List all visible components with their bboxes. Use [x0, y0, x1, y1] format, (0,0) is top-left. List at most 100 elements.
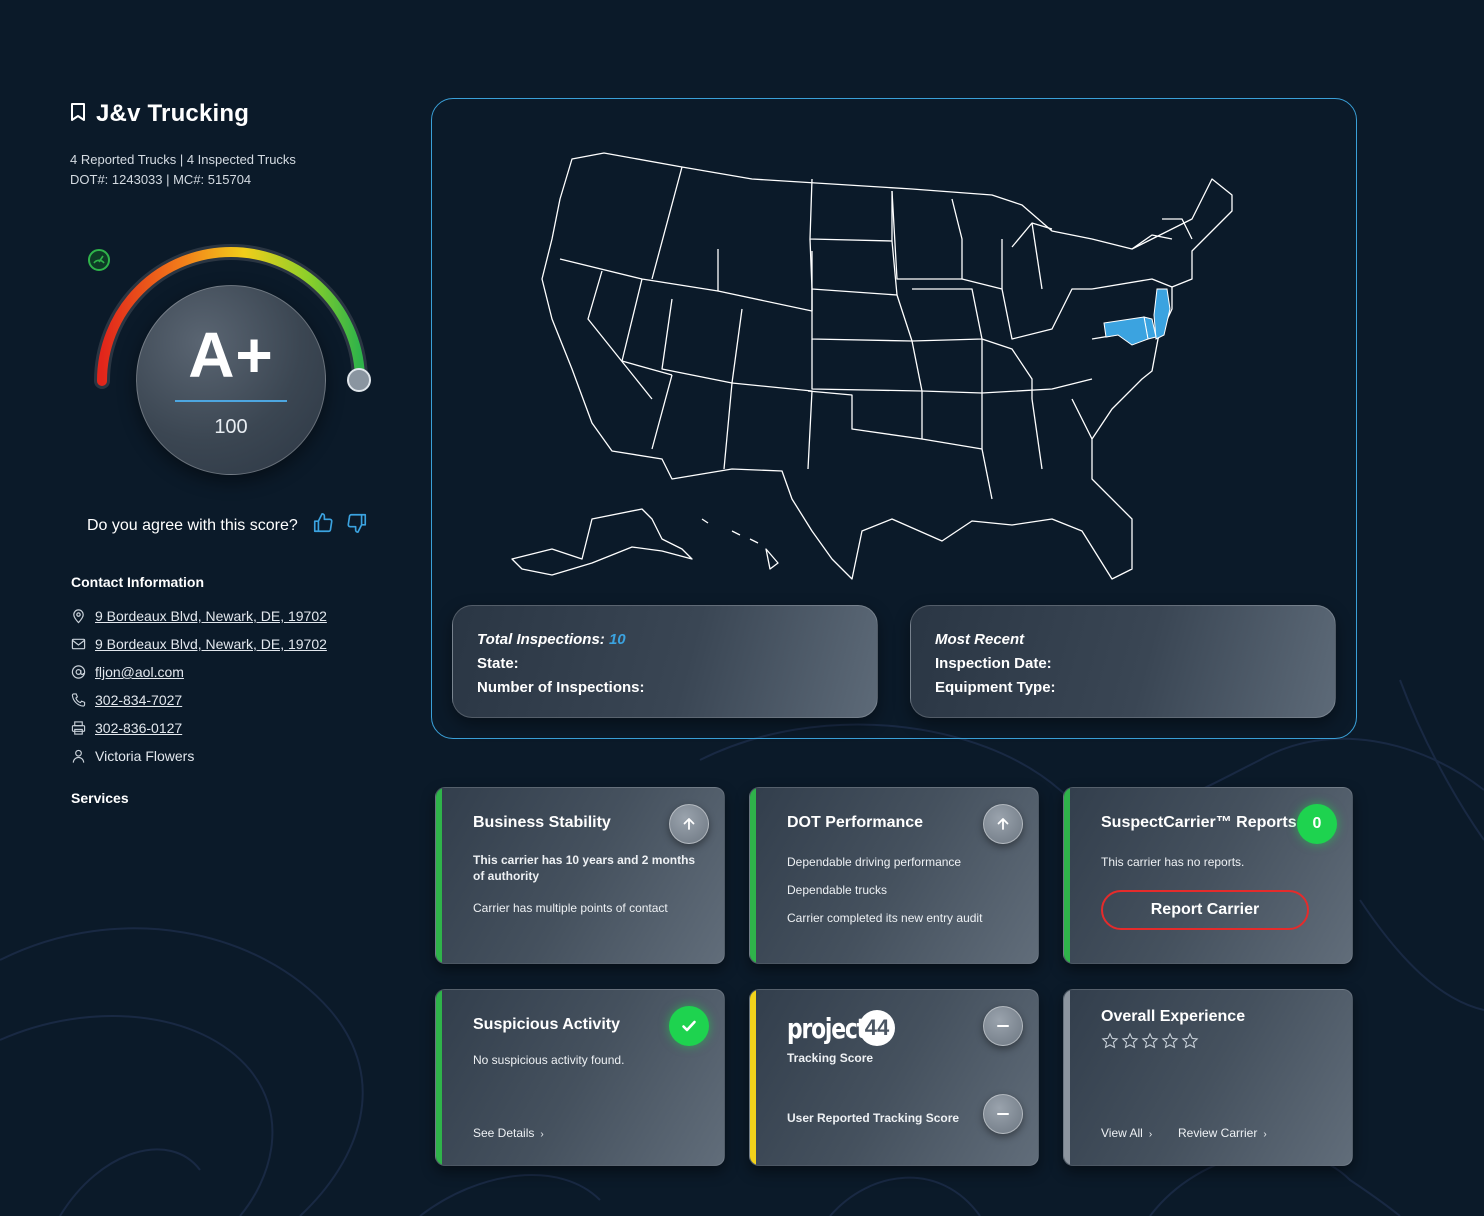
at-sign-icon [71, 665, 86, 679]
most-recent-card: Most Recent Inspection Date: Equipment T… [910, 605, 1336, 718]
company-header: J&v Trucking 4 Reported Trucks | 4 Inspe… [70, 100, 400, 190]
minus-icon [997, 1025, 1009, 1027]
status-bar [436, 788, 442, 963]
contact-heading: Contact Information [71, 574, 204, 590]
contact-address[interactable]: 9 Bordeaux Blvd, Newark, DE, 19702 [71, 602, 401, 630]
contact-points-text: Carrier has multiple points of contact [473, 901, 668, 915]
contact-email[interactable]: fljon@aol.com [71, 658, 401, 686]
state-nj [1153, 288, 1171, 340]
minus-icon [997, 1113, 1009, 1115]
contact-person: Victoria Flowers [71, 742, 401, 770]
tracking-score-label: Tracking Score [787, 1051, 874, 1065]
view-all-label[interactable]: View All [1101, 1126, 1143, 1140]
expand-button[interactable] [669, 804, 709, 844]
audit-text: Carrier completed its new entry audit [787, 911, 983, 925]
activity-text: No suspicious activity found. [473, 1053, 625, 1067]
us-outline [541, 152, 1233, 580]
business-stability-card: Business Stability This carrier has 10 y… [435, 787, 725, 964]
inspection-date-label: Inspection Date: [935, 655, 1052, 672]
equipment-type-label: Equipment Type: [935, 679, 1056, 696]
speedometer-icon [88, 249, 110, 271]
total-inspections-card: Total Inspections: 10 State: Number of I… [452, 605, 878, 718]
contact-phone[interactable]: 302-834-7027 [71, 686, 401, 714]
arrow-up-icon [683, 818, 695, 830]
reports-text: This carrier has no reports. [1101, 855, 1245, 869]
trucks-summary: 4 Reported Trucks | 4 Inspected Trucks [70, 152, 296, 167]
user-tracking-score-button[interactable] [983, 1094, 1023, 1134]
thumbs-up-icon[interactable] [312, 512, 334, 539]
chevron-right-icon: › [1263, 1129, 1267, 1140]
company-name: J&v Trucking [96, 100, 250, 127]
suspicious-activity-card: Suspicious Activity No suspicious activi… [435, 989, 725, 1166]
total-inspections-label: Total Inspections: [477, 631, 605, 648]
contact-mailing-address[interactable]: 9 Bordeaux Blvd, Newark, DE, 19702 [71, 630, 401, 658]
person-icon [72, 749, 85, 763]
bookmark-icon[interactable] [70, 102, 86, 126]
see-details-link[interactable]: See Details › [473, 1126, 544, 1140]
tracking-score-button[interactable] [983, 1006, 1023, 1046]
star-icon [1181, 1032, 1199, 1049]
report-carrier-button[interactable]: Report Carrier [1101, 890, 1309, 930]
status-bar [1064, 788, 1070, 963]
contact-information: Contact Information 9 Bordeaux Blvd, New… [71, 574, 401, 770]
dot-performance-card: DOT Performance Dependable driving perfo… [749, 787, 1039, 964]
see-details-label[interactable]: See Details [473, 1126, 535, 1140]
services-heading: Services [71, 790, 129, 806]
suspect-carrier-card: SuspectCarrier™ Reports This carrier has… [1063, 787, 1353, 964]
highlighted-states [1103, 288, 1171, 346]
project44-logo: project 44 [787, 1010, 1018, 1046]
phone-link[interactable]: 302-834-7027 [95, 692, 183, 708]
contact-name: Victoria Flowers [95, 748, 195, 764]
score-gauge [88, 244, 371, 392]
star-icon [1161, 1032, 1179, 1049]
authority-text: This carrier has 10 years and 2 months o… [473, 853, 696, 883]
chevron-right-icon: › [1148, 1129, 1153, 1140]
trucks-text: Dependable trucks [787, 883, 888, 897]
card-title: Business Stability [473, 814, 611, 831]
card-title: Overall Experience [1101, 1008, 1246, 1025]
mail-icon [71, 638, 86, 650]
expand-button[interactable] [983, 804, 1023, 844]
status-bar [1064, 990, 1070, 1165]
project44-wordmark: project [787, 1011, 867, 1045]
grade-divider [175, 400, 287, 402]
driving-text: Dependable driving performance [787, 855, 962, 869]
hawaii-islands [701, 518, 779, 570]
fax-link[interactable]: 302-836-0127 [95, 720, 183, 736]
status-bar [436, 990, 442, 1165]
user-reported-label: User Reported Tracking Score [787, 1111, 960, 1125]
number-of-inspections-label: Number of Inspections: [477, 679, 645, 696]
state-label: State: [477, 655, 519, 672]
location-pin-icon [73, 609, 84, 624]
mailing-address-link[interactable]: 9 Bordeaux Blvd, Newark, DE, 19702 [95, 636, 327, 652]
contact-fax[interactable]: 302-836-0127 [71, 714, 401, 742]
email-link[interactable]: fljon@aol.com [95, 664, 184, 680]
grade-circle [136, 285, 326, 475]
star-rating[interactable] [1101, 1032, 1332, 1050]
report-count-badge: 0 [1297, 804, 1337, 844]
arrow-up-icon [997, 818, 1009, 830]
view-all-link[interactable]: View All › [1101, 1126, 1152, 1140]
state-md [1103, 316, 1149, 346]
star-icon [1121, 1032, 1139, 1049]
project44-badge: 44 [859, 1010, 895, 1046]
most-recent-label: Most Recent [935, 631, 1025, 648]
grade-letter: A+ [188, 319, 274, 391]
address-link[interactable]: 9 Bordeaux Blvd, Newark, DE, 19702 [95, 608, 327, 624]
total-inspections-value: 10 [608, 631, 626, 648]
review-carrier-link[interactable]: Review Carrier › [1178, 1126, 1267, 1140]
card-title: Suspicious Activity [473, 1016, 620, 1033]
alaska-outline [511, 508, 693, 576]
card-title: DOT Performance [787, 814, 924, 831]
score-feedback: Do you agree with this score? [87, 512, 368, 539]
star-icon [1141, 1032, 1159, 1049]
fax-icon [71, 721, 86, 735]
status-bar [750, 788, 756, 963]
review-carrier-label[interactable]: Review Carrier [1178, 1126, 1258, 1140]
status-bar [750, 990, 756, 1165]
us-states-map[interactable] [492, 139, 1312, 599]
dot-mc-numbers: DOT#: 1243033 | MC#: 515704 [70, 172, 252, 187]
chevron-right-icon: › [540, 1129, 544, 1140]
overall-experience-card: Overall Experience View All › Review Carr… [1063, 989, 1353, 1166]
thumbs-down-icon[interactable] [346, 512, 368, 539]
